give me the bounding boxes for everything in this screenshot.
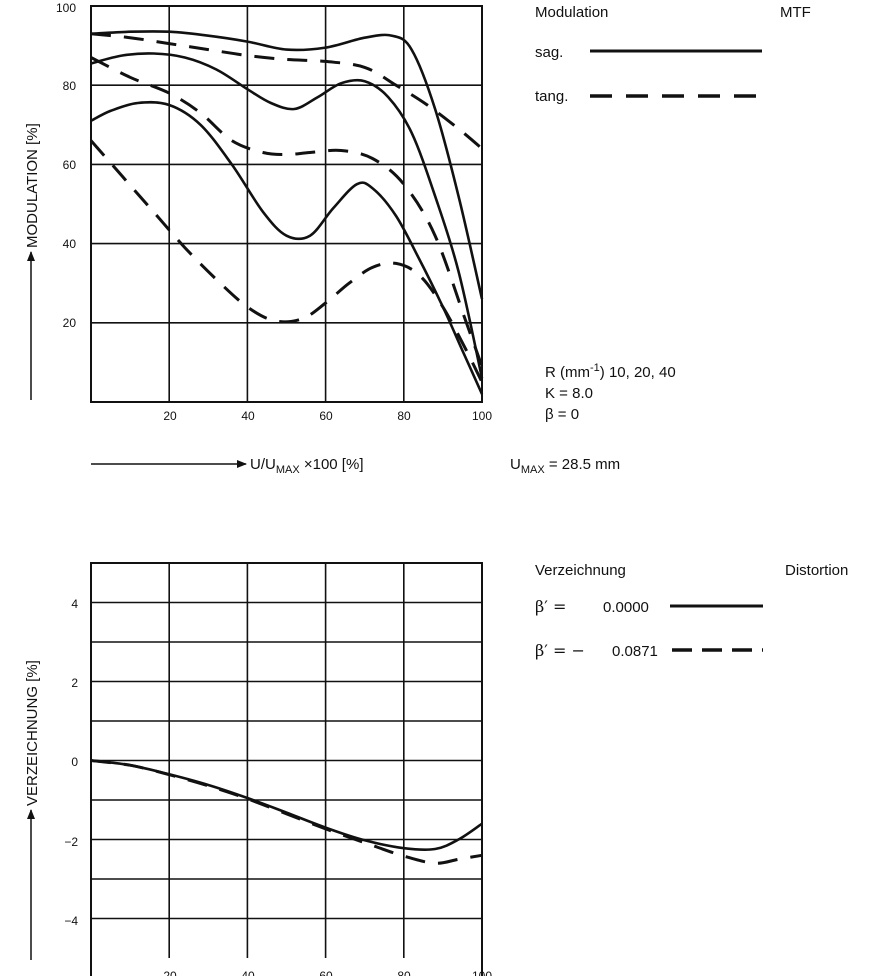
dist-y-axis-label: VERZEICHNUNG [%]	[24, 660, 41, 806]
mtf-series-line-dashed	[89, 139, 484, 383]
dist-y-tick: −4	[64, 914, 78, 928]
legend-dashed-value: 0.0871	[612, 643, 658, 660]
dist-grid	[91, 563, 482, 958]
param-r: R (mm-1) 10, 20, 40	[545, 362, 676, 381]
mtf-chart: 100 80 60 40 20 20 40 60 80 100 MODULATI…	[24, 1, 811, 476]
mtf-x-tick: 80	[397, 409, 411, 423]
legend-dashed-label: β′ = −	[535, 641, 585, 660]
legend-tang-label: tang.	[535, 88, 568, 105]
mtf-x-tick: 40	[241, 409, 255, 423]
dist-x-tick: 80	[397, 969, 411, 976]
legend-solid-label: β′ =	[535, 597, 566, 616]
dist-y-tick: 2	[71, 676, 78, 690]
param-k: K = 8.0	[545, 385, 593, 402]
param-beta: β = 0	[545, 406, 579, 423]
dist-legend-title-right: Distortion	[785, 562, 848, 579]
mtf-series-group	[89, 30, 484, 395]
mtf-series-line-dashed	[90, 56, 484, 367]
legend-sag-label: sag.	[535, 44, 563, 61]
legend-solid-value: 0.0000	[603, 599, 649, 616]
dist-legend-title: Verzeichnung	[535, 562, 626, 579]
umax-label: UMAX = 28.5 mm	[510, 456, 620, 476]
mtf-series-line-solid	[90, 30, 484, 300]
mtf-x-tick: 100	[472, 409, 492, 423]
dist-plot-frame	[90, 562, 483, 976]
mtf-legend-title-right: MTF	[780, 4, 811, 21]
dist-x-tick: 60	[319, 969, 333, 976]
mtf-y-tick: 20	[63, 316, 77, 330]
dist-y-tick: −2	[64, 835, 78, 849]
mtf-y-tick: 80	[63, 79, 77, 93]
mtf-series-line-solid	[90, 100, 484, 395]
mtf-x-axis-label: U/UMAX ×100 [%]	[250, 456, 363, 476]
dist-series-line-dashed	[90, 759, 483, 865]
dist-y-tick: 0	[71, 755, 78, 769]
dist-x-tick: 20	[163, 969, 177, 976]
mtf-y-tick: 100	[56, 1, 76, 15]
distortion-chart: 4 2 0 −2 −4 20 40 60 80 100 VERZEICHNUNG…	[24, 562, 848, 976]
mtf-x-tick: 20	[163, 409, 177, 423]
mtf-plot-frame	[90, 5, 483, 403]
dist-x-tick: 40	[241, 969, 255, 976]
mtf-legend-title: Modulation	[535, 4, 608, 21]
mtf-series-line-solid	[90, 52, 484, 379]
mtf-series-line-dashed	[90, 32, 483, 150]
mtf-y-axis-label: MODULATION [%]	[24, 123, 41, 248]
dist-x-tick: 100	[472, 969, 492, 976]
mtf-x-tick: 60	[319, 409, 333, 423]
mtf-y-tick: 40	[63, 237, 77, 251]
dist-series-group	[90, 759, 483, 865]
dist-y-tick: 4	[71, 597, 78, 611]
mtf-y-tick: 60	[63, 158, 77, 172]
